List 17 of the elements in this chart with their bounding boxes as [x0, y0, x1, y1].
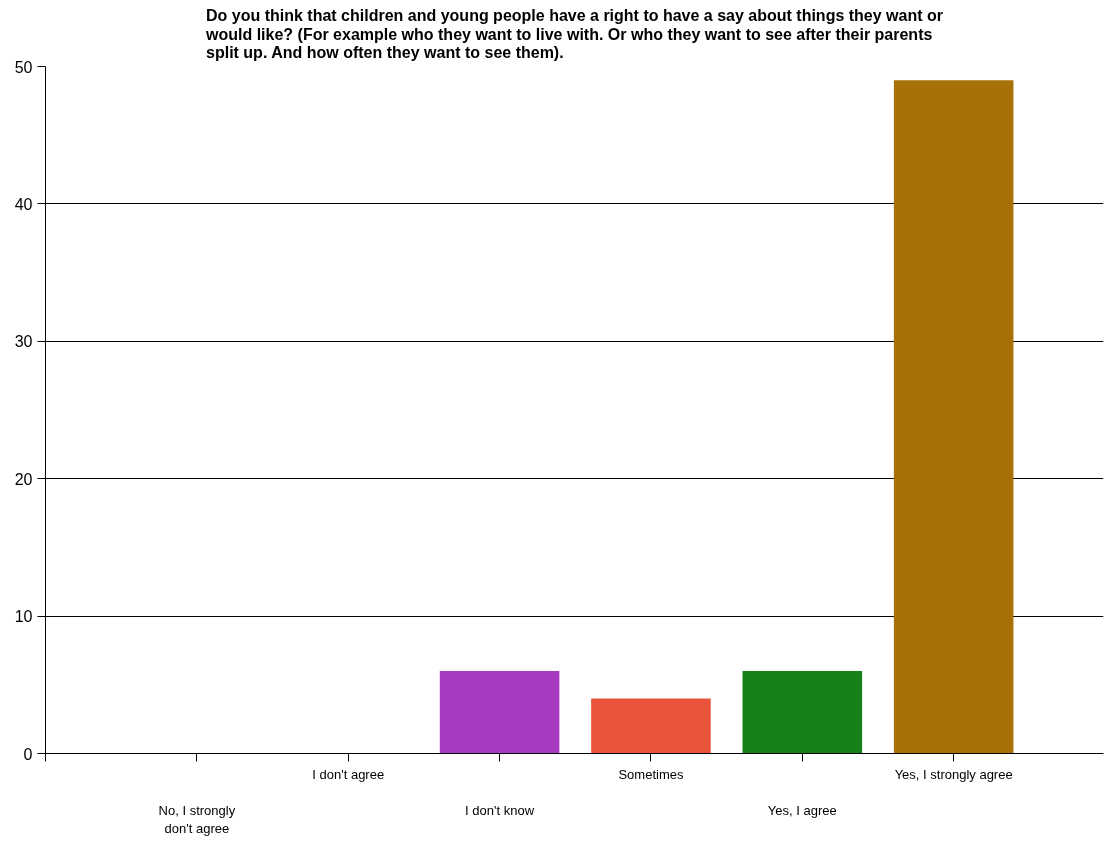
y-tick-label: 10: [14, 608, 33, 626]
y-tick-label: 30: [14, 333, 33, 351]
chart-title: Do you think that children and young people have a right to have a say about things they want or would like? (For example who they want to live with. Or who they want to see after their parents split up. And how often they want to see them).: [205, 7, 943, 62]
x-tick-label: I don't know: [465, 802, 535, 818]
y-tick-label: 40: [14, 195, 33, 213]
bar: [591, 698, 711, 754]
x-tick-label: I don't agree: [312, 766, 385, 782]
y-tick-label: 20: [14, 470, 33, 488]
x-tick-label: Sometimes: [618, 766, 684, 782]
bar: [742, 671, 863, 754]
y-tick-label: 50: [14, 58, 33, 76]
x-tick-label: Yes, I agree: [767, 802, 837, 818]
y-tick-label: 0: [23, 745, 33, 763]
bar: [439, 671, 560, 754]
bar: [893, 80, 1014, 754]
x-tick-label: No, I strongly don't agree: [158, 802, 236, 836]
x-tick-label: Yes, I strongly agree: [894, 766, 1013, 782]
